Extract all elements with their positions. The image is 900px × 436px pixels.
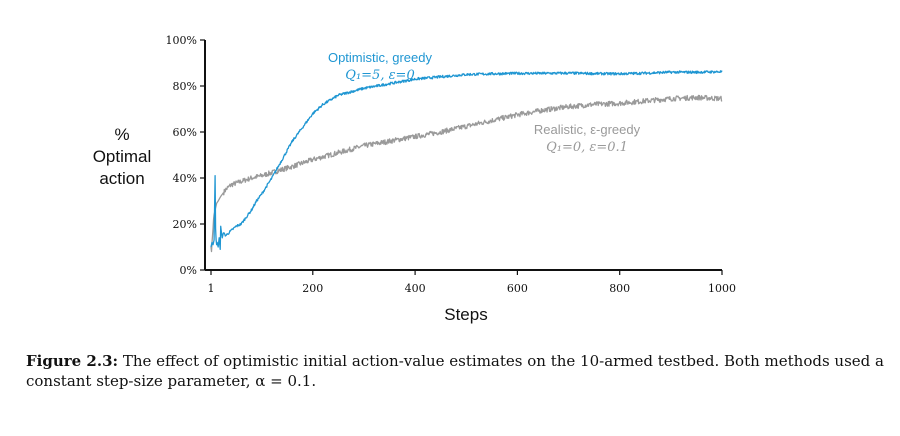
figure-caption: Figure 2.3: The effect of optimistic ini… xyxy=(26,351,886,391)
y-tick-label: 20% xyxy=(173,218,197,231)
series-params-label: Q₁=5, ε=0 xyxy=(345,68,414,83)
caption-text: The effect of optimistic initial action-… xyxy=(26,352,884,390)
x-tick-label: 600 xyxy=(507,282,528,295)
y-tick-label: 60% xyxy=(173,126,197,139)
series-annotations: Optimistic, greedy Q₁=5, ε=0 Realistic, ε-… xyxy=(328,50,641,155)
y-tick-label: 40% xyxy=(173,172,197,185)
y-tick-label: 0% xyxy=(180,264,197,277)
caption-label: Figure 2.3: xyxy=(26,352,119,370)
series-line-realistic-epsilon-greedy xyxy=(210,94,723,253)
x-tick-label: 400 xyxy=(405,282,426,295)
series-name-label: Optimistic, greedy xyxy=(328,50,433,65)
y-axis-label-line: action xyxy=(99,169,144,188)
series-layer xyxy=(210,70,723,253)
x-tick-label: 1000 xyxy=(708,282,736,295)
x-tick-label: 200 xyxy=(302,282,323,295)
axes: 0% 20% 40% 60% 80% 100% 1 200 400 600 800 1000 xyxy=(166,34,736,295)
y-tick-label: 80% xyxy=(173,80,197,93)
series-params-label: Q₁=0, ε=0.1 xyxy=(546,140,628,155)
y-axis-label-line: Optimal xyxy=(93,147,152,166)
x-axis-label: Steps xyxy=(444,305,487,324)
y-tick-label: 100% xyxy=(166,34,197,47)
series-name-label: Realistic, ε-greedy xyxy=(534,122,641,137)
y-axis-label-line: % xyxy=(114,125,129,144)
x-tick-label: 800 xyxy=(609,282,630,295)
series-line-optimistic-greedy xyxy=(210,70,723,250)
x-tick-label: 1 xyxy=(208,282,215,295)
y-axis-label: % Optimal action xyxy=(93,125,152,188)
